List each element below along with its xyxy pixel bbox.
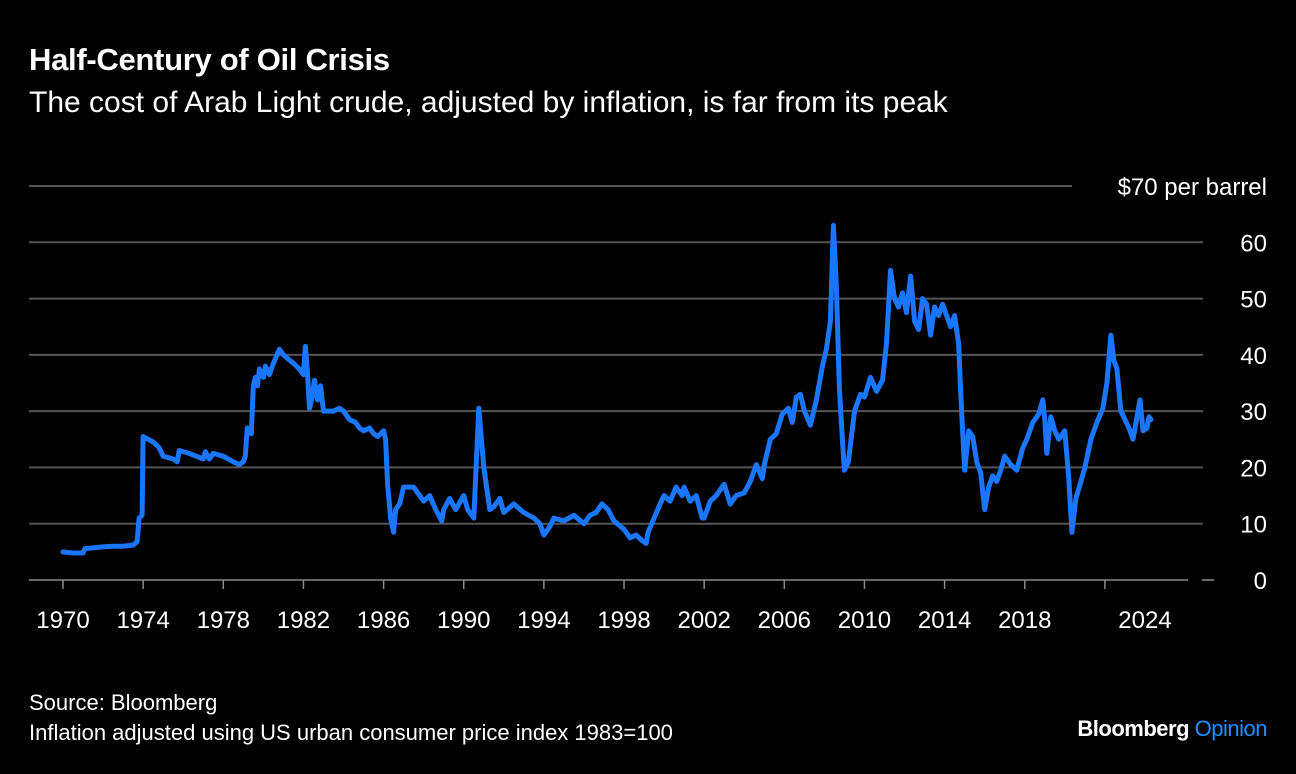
x-tick-label-1974: 1974 (116, 607, 169, 634)
x-tick-label-1982: 1982 (277, 607, 330, 634)
x-tick-label-2014: 2014 (918, 607, 971, 634)
series-line-0 (60, 222, 1154, 556)
x-tick-label-1978: 1978 (197, 607, 250, 634)
brand-main: Bloomberg (1077, 716, 1190, 741)
y-tick-label-40: 40 (1240, 343, 1267, 370)
x-tick-label-2024: 2024 (1118, 607, 1171, 634)
y-tick-label-50: 50 (1240, 287, 1267, 314)
chart-title: Half-Century of Oil Crisis (29, 42, 390, 77)
y-tick-label-60: 60 (1240, 230, 1267, 257)
x-tick-label-2018: 2018 (998, 607, 1051, 634)
grid-layer (29, 185, 1214, 581)
y-tick-label-20: 20 (1240, 455, 1267, 482)
y-tick-label-0: 0 (1254, 568, 1267, 595)
x-tick-label-1990: 1990 (437, 607, 490, 634)
y-tick-label-70: $70 per barrel (1118, 174, 1267, 201)
x-tick-label-1998: 1998 (597, 607, 650, 634)
inflation-note: Inflation adjusted using US urban consum… (29, 720, 673, 745)
series-layer (60, 222, 1154, 556)
chart-subtitle: The cost of Arab Light crude, adjusted b… (29, 86, 948, 119)
x-tick-label-1994: 1994 (517, 607, 570, 634)
y-tick-label-10: 10 (1240, 512, 1267, 539)
x-tick-label-1970: 1970 (36, 607, 89, 634)
y-tick-label-30: 30 (1240, 399, 1267, 426)
x-tick-label-1986: 1986 (357, 607, 410, 634)
x-tick-label-2010: 2010 (838, 607, 891, 634)
brand-logo: Bloomberg Opinion (1077, 716, 1267, 742)
x-tick-label-2006: 2006 (758, 607, 811, 634)
source-note: Source: Bloomberg (29, 690, 218, 715)
brand-accent: Opinion (1194, 716, 1268, 741)
x-tick-label-2002: 2002 (677, 607, 730, 634)
